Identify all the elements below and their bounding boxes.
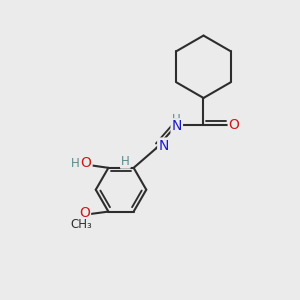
- Text: H: H: [172, 113, 181, 126]
- Text: CH₃: CH₃: [71, 218, 92, 232]
- Text: N: N: [172, 119, 182, 133]
- Text: O: O: [229, 118, 240, 132]
- Text: H: H: [71, 157, 80, 170]
- Text: O: O: [81, 156, 92, 170]
- Text: H: H: [121, 155, 130, 168]
- Text: N: N: [158, 139, 169, 152]
- Text: O: O: [79, 206, 90, 220]
